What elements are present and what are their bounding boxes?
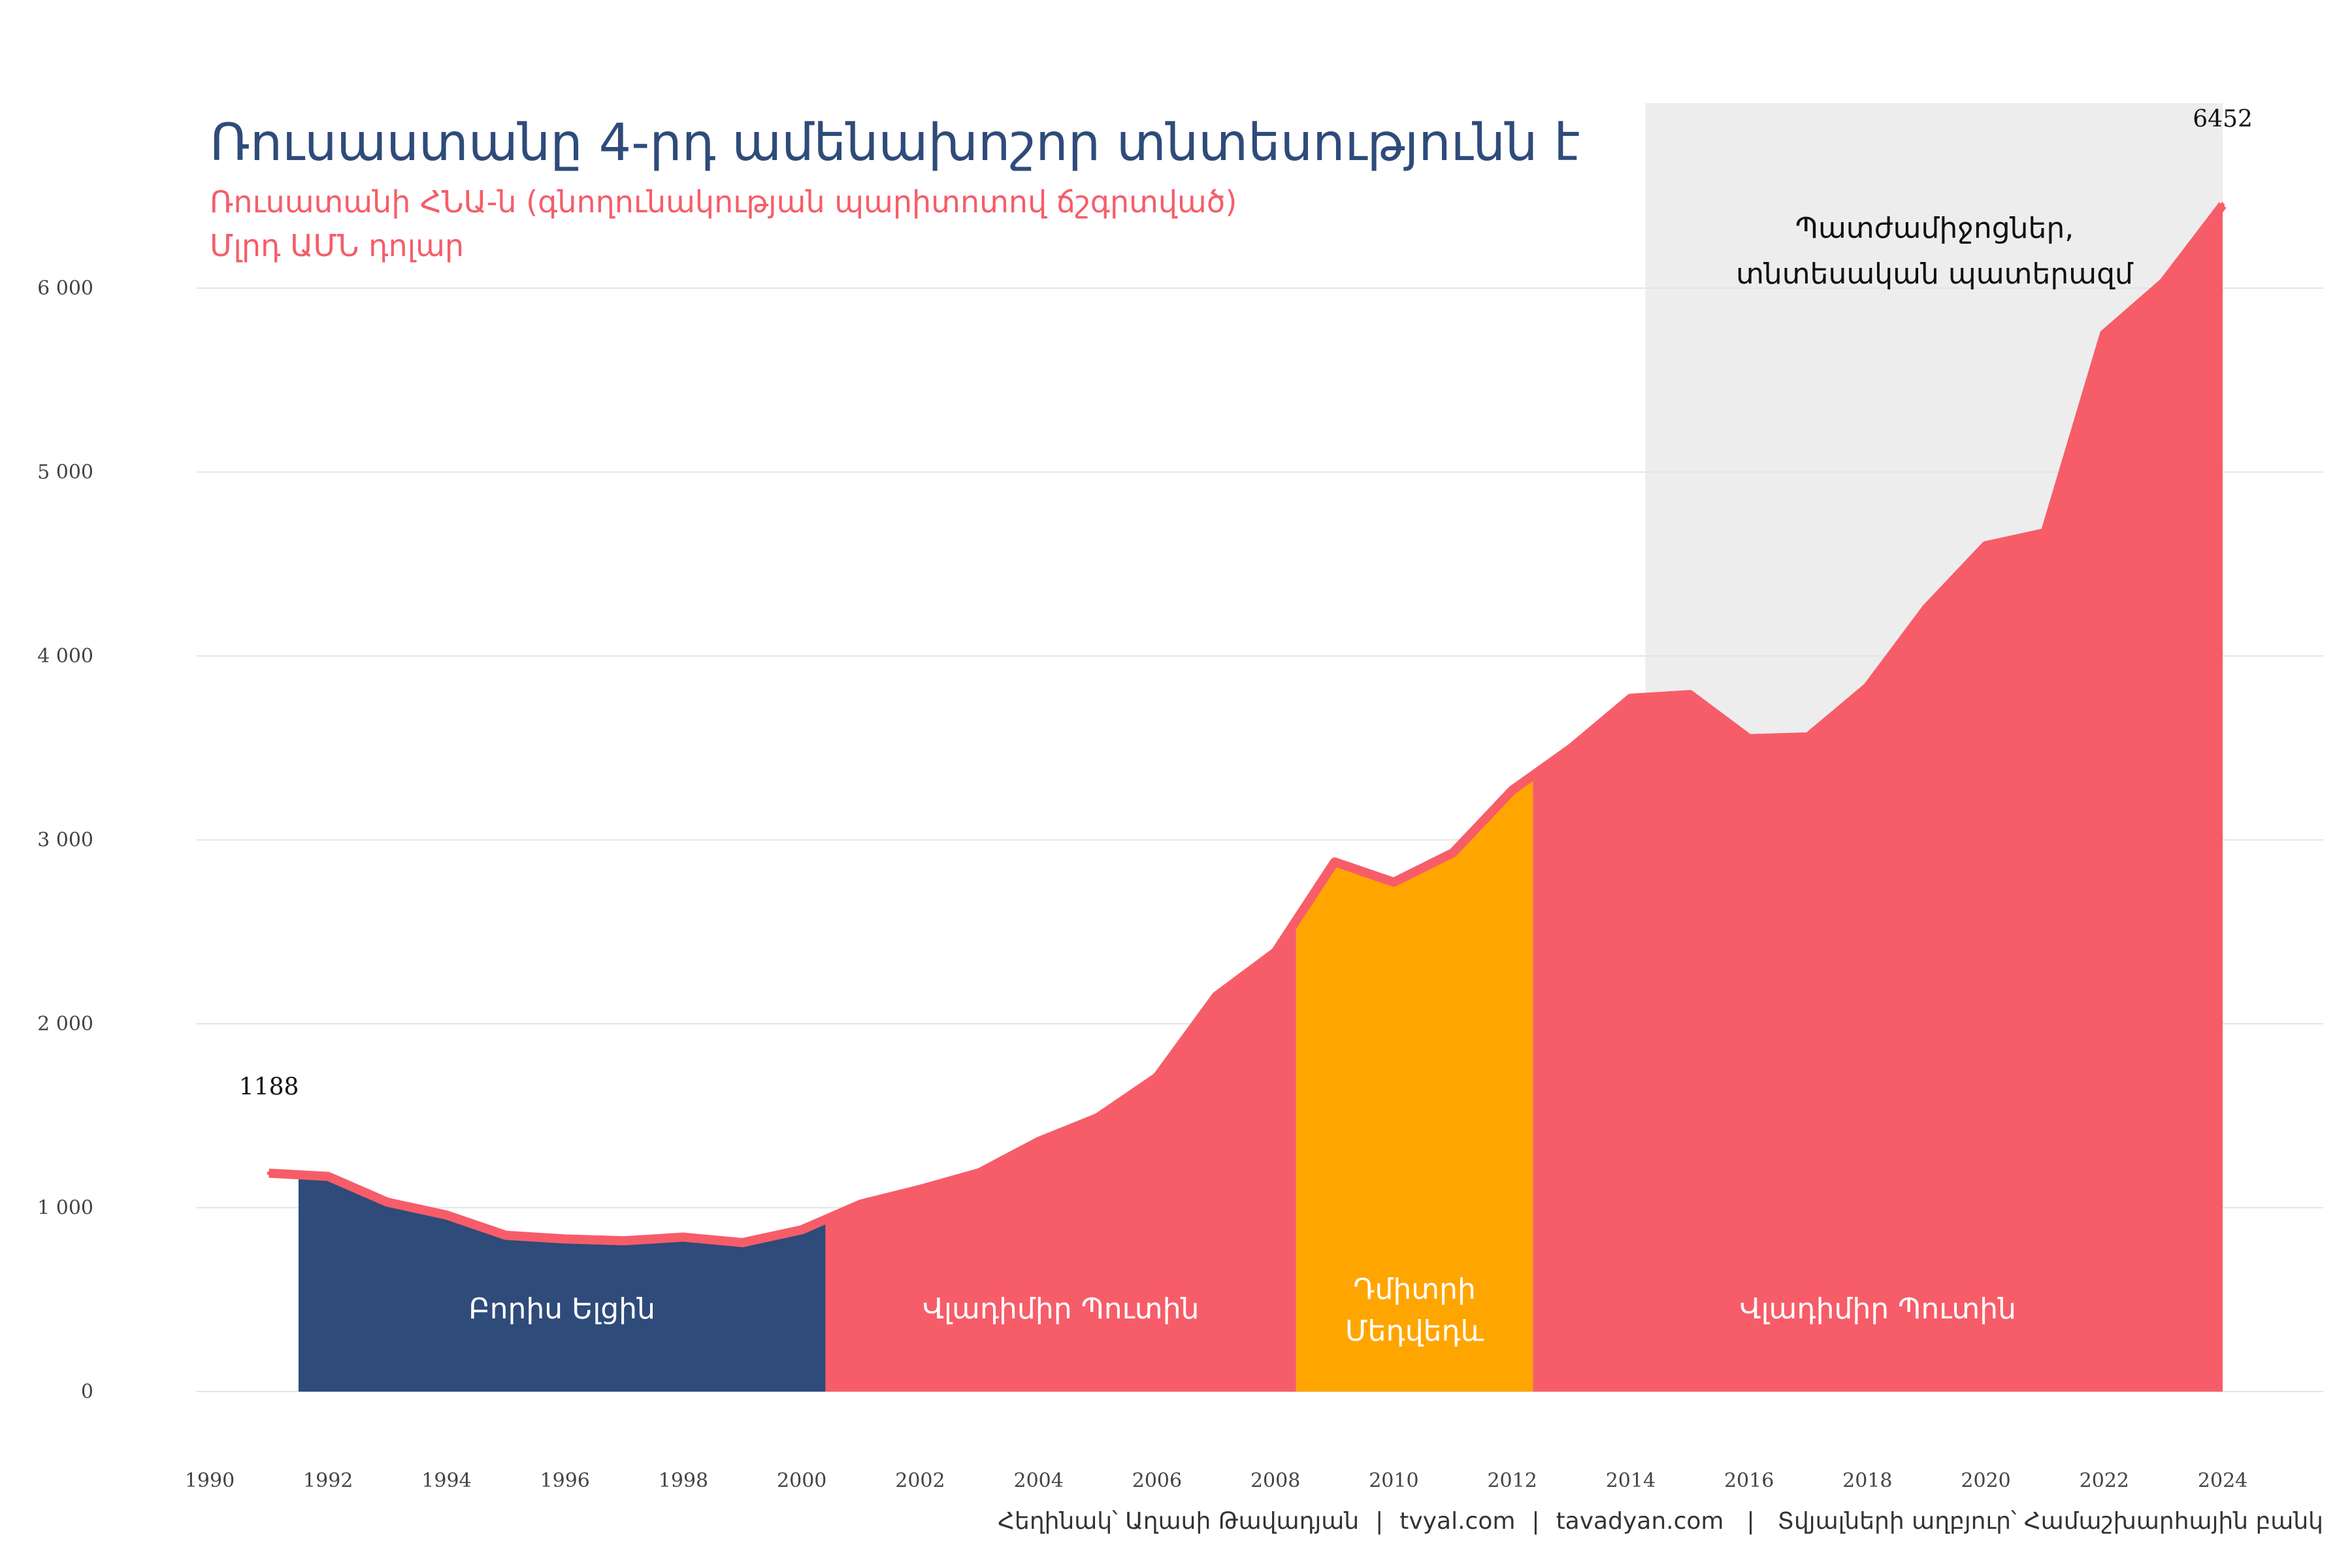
data-point xyxy=(444,1213,449,1217)
data-point xyxy=(858,1201,863,1206)
y-tick-label: 3 000 xyxy=(37,829,93,852)
x-tick-label: 2008 xyxy=(1250,1469,1300,1492)
value-annotation: 6452 xyxy=(2193,106,2253,133)
area-period-2 xyxy=(1296,771,1533,1392)
data-point xyxy=(1154,1075,1159,1079)
y-tick-label: 4 000 xyxy=(37,645,93,668)
y-tick-label: 0 xyxy=(81,1380,93,1403)
data-point xyxy=(1865,685,1870,689)
sanctions-label: Պատժամիջոցներ, xyxy=(1795,212,2074,245)
x-tick-label: 2014 xyxy=(1606,1469,1656,1492)
area-period-0 xyxy=(298,1171,826,1392)
gdp-line xyxy=(269,202,2227,1247)
period-label: Վլադիմիր Պուտին xyxy=(923,1292,1200,1326)
data-point xyxy=(977,1171,982,1175)
x-tick-label: 2004 xyxy=(1014,1469,1064,1492)
data-point xyxy=(2221,203,2225,207)
data-point xyxy=(1096,1115,1100,1120)
area-period-1 xyxy=(825,916,1296,1392)
data-point xyxy=(681,1235,685,1239)
area-period-3 xyxy=(1533,201,2223,1392)
data-point xyxy=(1332,860,1337,864)
x-tick-label: 2006 xyxy=(1132,1469,1182,1492)
x-tick-label: 1998 xyxy=(659,1469,708,1492)
x-tick-label: 2022 xyxy=(2080,1469,2129,1492)
data-point xyxy=(267,1171,271,1175)
data-point xyxy=(1984,544,1988,548)
data-point xyxy=(1392,880,1396,885)
chart-title: Ռուսաստանը 4-րդ ամենախոշոր տնտեսությունն… xyxy=(210,114,1580,172)
data-point xyxy=(622,1239,627,1243)
period-label: Մեդվեդև xyxy=(1345,1315,1484,1348)
data-point xyxy=(2043,531,2048,535)
footer-author: Հեղինակ՝ Աղասի Թավադյան xyxy=(998,1508,1359,1535)
data-point xyxy=(1510,788,1514,792)
data-point xyxy=(1451,851,1456,855)
data-point xyxy=(2161,280,2166,285)
y-axis-unit: Մլրդ ԱՄՆ դոլար xyxy=(210,228,464,263)
y-tick-label: 1 000 xyxy=(37,1197,93,1220)
y-tick-label: 2 000 xyxy=(37,1013,93,1036)
x-tick-label: 2020 xyxy=(1961,1469,2010,1492)
x-tick-label: 1994 xyxy=(421,1469,471,1492)
data-point xyxy=(1688,693,1692,697)
y-tick-label: 5 000 xyxy=(37,461,93,484)
data-point xyxy=(1806,734,1810,739)
x-tick-label: 2000 xyxy=(777,1469,826,1492)
data-point xyxy=(1036,1139,1041,1144)
x-tick-label: 1990 xyxy=(185,1469,235,1492)
period-label: Բորիս Ելցին xyxy=(468,1292,655,1326)
data-point xyxy=(1569,745,1574,750)
data-point xyxy=(1747,736,1752,741)
period-label: Դմիտրի xyxy=(1353,1273,1476,1306)
chart-subtitle: Ռուսատանի ՀՆԱ-ն (գնողունակության պարիտոտ… xyxy=(210,184,1237,220)
data-point xyxy=(1273,950,1278,955)
data-point xyxy=(326,1174,331,1179)
x-tick-label: 1996 xyxy=(540,1469,590,1492)
x-tick-label: 2024 xyxy=(2198,1469,2247,1492)
data-point xyxy=(2102,332,2106,336)
data-point xyxy=(800,1228,804,1232)
data-point xyxy=(385,1200,389,1205)
y-tick-label: 6 000 xyxy=(37,277,93,300)
sanctions-label: տնտեսական պատերազմ xyxy=(1736,257,2134,291)
x-tick-label: 2012 xyxy=(1487,1469,1537,1492)
footer: Հեղինակ՝ Աղասի Թավադյան | tvyal.com | tavady… xyxy=(998,1508,2323,1535)
data-point xyxy=(918,1187,923,1192)
data-point xyxy=(1924,606,1929,610)
footer-site-tvyal: tvyal.com xyxy=(1399,1508,1515,1535)
x-tick-label: 2018 xyxy=(1842,1469,1892,1492)
footer-source: Տվյալների աղբյուր՝ Համաշխարհային բանկ xyxy=(1778,1508,2323,1535)
x-tick-label: 2016 xyxy=(1724,1469,1774,1492)
x-tick-label: 2002 xyxy=(895,1469,945,1492)
data-point xyxy=(563,1237,567,1241)
x-tick-label: 2010 xyxy=(1369,1469,1418,1492)
footer-site-tavadyan: tavadyan.com xyxy=(1556,1508,1724,1535)
data-point xyxy=(740,1240,745,1245)
period-label: Վլադիմիր Պուտին xyxy=(1739,1292,2016,1326)
value-annotation: 1188 xyxy=(239,1074,299,1101)
data-point xyxy=(1628,696,1633,700)
x-tick-label: 1992 xyxy=(303,1469,353,1492)
data-point xyxy=(504,1233,508,1237)
data-point xyxy=(1214,994,1218,998)
